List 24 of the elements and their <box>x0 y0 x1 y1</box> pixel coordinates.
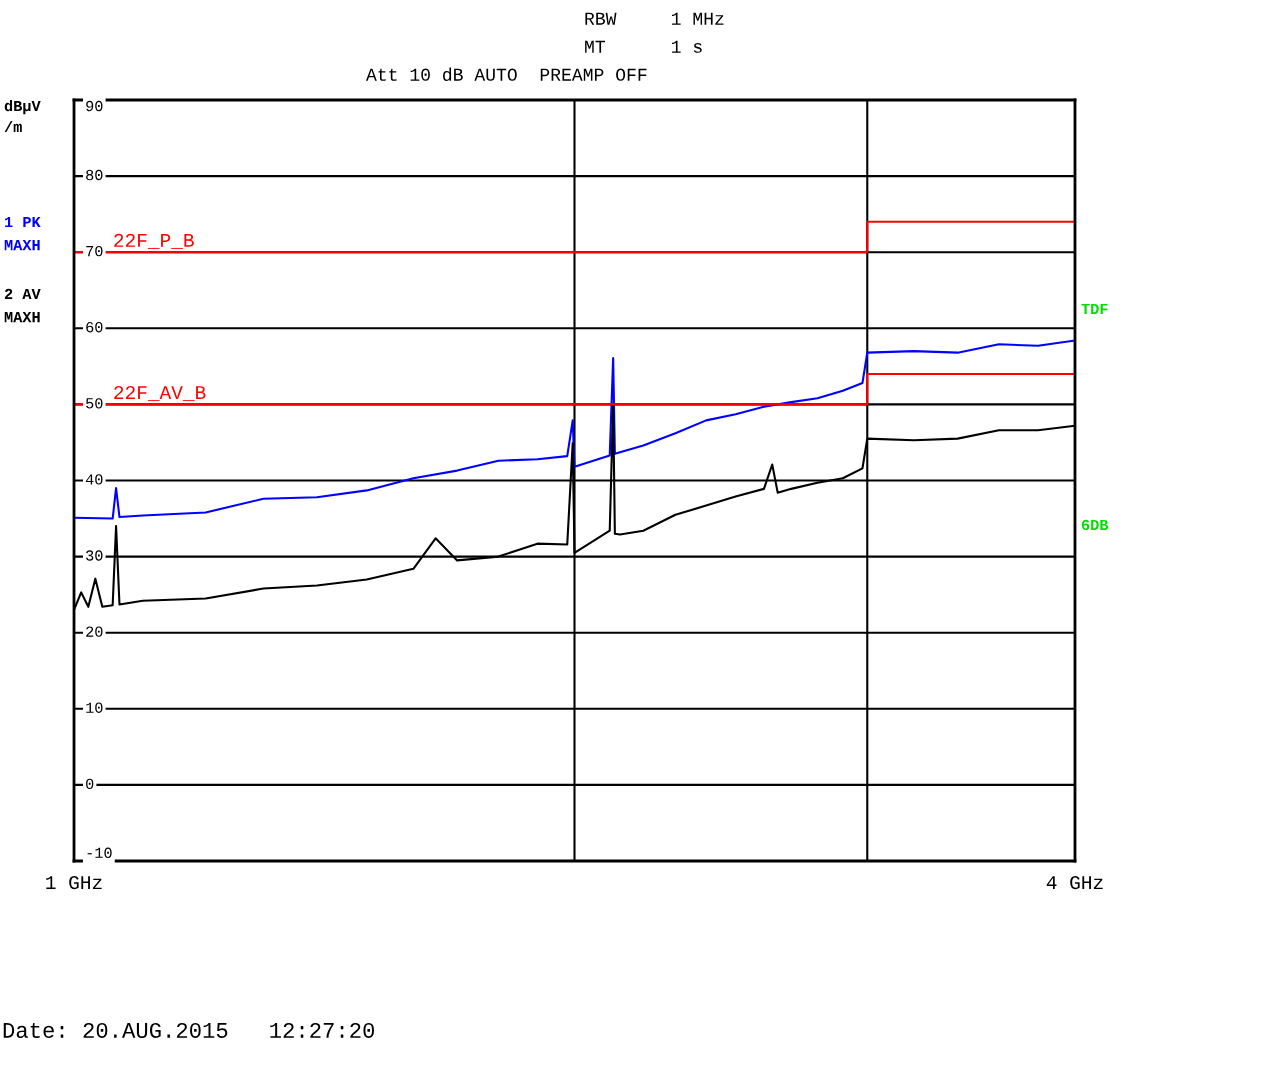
text: Att 10 dB AUTO PREAMP OFF <box>366 67 647 81</box>
y-tick-label: 30 <box>86 550 103 561</box>
text: TDF <box>1081 303 1108 314</box>
y-axis-title: dBµV /m <box>4 100 41 133</box>
y-tick-label: 70 <box>86 245 103 257</box>
y-tick-label: 90 <box>86 100 103 112</box>
x-tick-label: 1 GHz <box>46 875 102 890</box>
y-tick-label: 60 <box>86 322 103 333</box>
y-tick-label: 80 <box>86 169 103 181</box>
y-tick-label: 50 <box>86 398 103 409</box>
text: MT 1 s <box>585 40 702 53</box>
y-tick-label: -10 <box>87 847 112 858</box>
y-tick-label: 20 <box>86 626 103 637</box>
text: 1 PK MAXH <box>4 217 41 251</box>
y-tick-label: 40 <box>85 474 103 485</box>
x-tick-label: 4 GHz <box>1046 875 1103 890</box>
text: Date: 20.AUG.2015 12:27:20 <box>3 1022 375 1038</box>
series-label: 22F_P_B <box>114 233 194 249</box>
y-tick-label: 10 <box>86 702 103 713</box>
series-label: 22F_AV_B <box>114 385 206 402</box>
text: 2 AV MAXH <box>4 288 41 323</box>
text: RBW 1 MHz <box>585 12 724 25</box>
text: 6DB <box>1081 519 1109 531</box>
y-tick-label: 0 <box>86 778 94 789</box>
